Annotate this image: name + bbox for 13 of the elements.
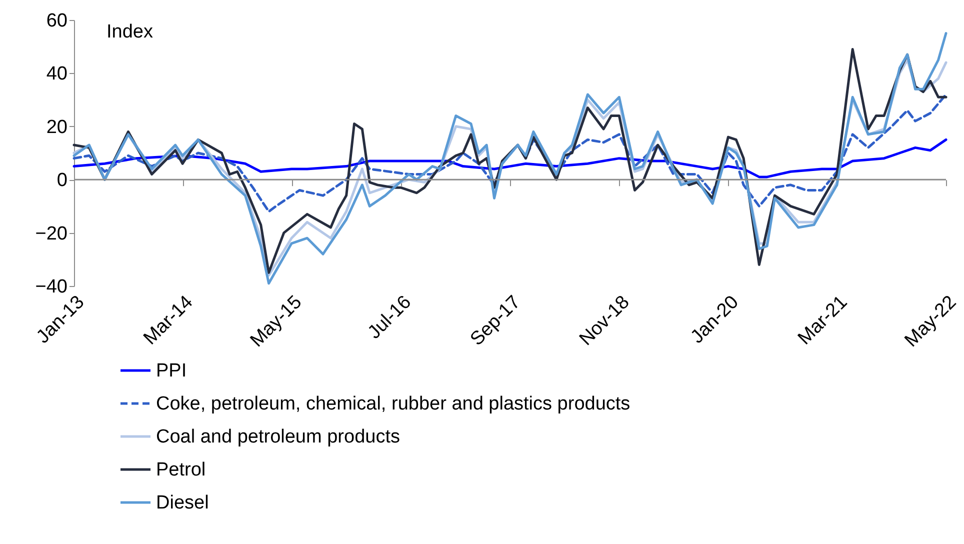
y-tick-label: 0: [56, 170, 68, 192]
line-series: [72, 93, 948, 213]
y-tick-label: −40: [35, 276, 68, 298]
legend-label: Coal and petroleum products: [156, 426, 400, 448]
y-tick-label: −20: [35, 223, 68, 244]
legend-label: Diesel: [156, 492, 209, 514]
y-tick-label: 60: [46, 10, 68, 32]
y-tick-label: 20: [46, 116, 68, 138]
legend-label: Petrol: [156, 460, 206, 480]
y-tick-label: 40: [46, 64, 68, 85]
legend-label: Coke, petroleum, chemical, rubber and plastics products: [156, 394, 630, 414]
legend-label: PPI: [156, 360, 187, 382]
y-axis-title: Index: [106, 22, 154, 42]
